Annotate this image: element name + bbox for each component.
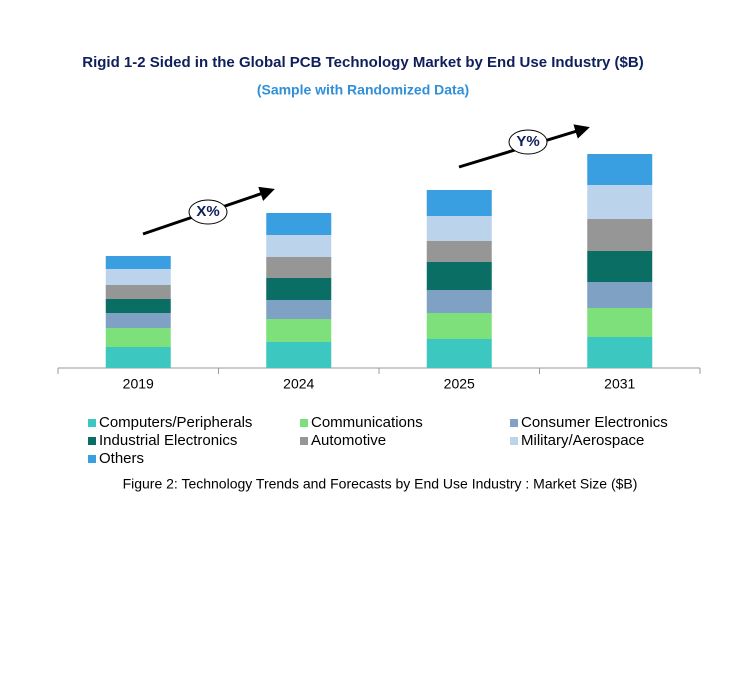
annotation-bubble <box>188 199 228 225</box>
bar-segment <box>426 313 492 339</box>
legend-swatch <box>88 455 96 463</box>
bar-segment <box>426 216 492 241</box>
bar-segment <box>105 285 171 299</box>
legend-swatch <box>510 419 518 427</box>
bar-segment <box>426 241 492 262</box>
bar-segment <box>587 219 653 251</box>
legend-swatch <box>510 437 518 445</box>
bar-segment <box>105 328 171 347</box>
bar-segment <box>587 251 653 282</box>
bar-segment <box>266 319 332 342</box>
legend-label: Computers/Peripherals <box>99 414 252 431</box>
bar-segment <box>587 154 653 185</box>
legend-label: Communications <box>311 414 423 431</box>
bar-segment <box>105 256 171 269</box>
legend-label: Others <box>99 450 144 467</box>
bar-segment <box>105 313 171 328</box>
x-tick-label: 2025 <box>444 376 475 392</box>
legend-swatch <box>88 419 96 427</box>
legend-swatch <box>300 437 308 445</box>
chart-subtitle: (Sample with Randomized Data) <box>257 82 469 98</box>
x-tick-label: 2019 <box>123 376 154 392</box>
chart-title: Rigid 1-2 Sided in the Global PCB Techno… <box>82 54 643 71</box>
legend-label: Consumer Electronics <box>521 414 668 431</box>
bar-segment <box>266 278 332 300</box>
bar-segment <box>587 185 653 219</box>
bar-segment <box>587 282 653 308</box>
legend-label: Military/Aerospace <box>521 432 644 449</box>
annotation: Y% <box>516 133 539 150</box>
bar-segment <box>426 339 492 368</box>
legend-label: Industrial Electronics <box>99 432 237 449</box>
bar-segment <box>105 269 171 285</box>
bar-segment <box>426 290 492 313</box>
bar-segment <box>105 299 171 313</box>
bar-segment <box>587 308 653 337</box>
bar-segment <box>426 262 492 290</box>
legend-swatch <box>300 419 308 427</box>
x-tick-label: 2031 <box>604 376 635 392</box>
annotation-bubble <box>508 129 548 155</box>
bar-segment <box>266 342 332 368</box>
x-tick-label: 2024 <box>283 376 314 392</box>
legend-swatch <box>88 437 96 445</box>
bar-segment <box>266 257 332 278</box>
bar-segment <box>587 337 653 368</box>
annotation: X% <box>196 203 219 220</box>
bar-segment <box>266 235 332 257</box>
bar-segment <box>105 347 171 368</box>
caption: Figure 2: Technology Trends and Forecast… <box>123 476 638 492</box>
bar-segment <box>426 190 492 216</box>
bar-segment <box>266 213 332 235</box>
bar-segment <box>266 300 332 319</box>
legend-label: Automotive <box>311 432 386 449</box>
